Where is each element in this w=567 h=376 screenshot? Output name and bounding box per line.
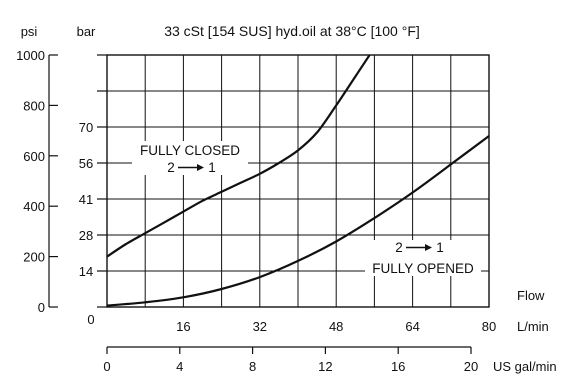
- x-origin-label: 0: [87, 312, 94, 327]
- psi-ticks: 0 200 400 600 800 1000: [16, 48, 58, 315]
- opened-arrowhead-icon: [425, 244, 432, 251]
- lpm-tick-label: 32: [253, 319, 267, 334]
- lpm-tick-label: 64: [405, 319, 419, 334]
- bar-tick-label: 14: [79, 264, 93, 279]
- psi-tick-label: 600: [23, 149, 45, 164]
- gpm-tick-label: 16: [391, 359, 405, 374]
- fully-closed-curve: [106, 54, 371, 258]
- opened-port-to: 1: [436, 240, 444, 255]
- bar-tick-label: 70: [79, 120, 93, 135]
- psi-unit-label: psi: [21, 24, 38, 39]
- closed-arrowhead-icon: [197, 164, 204, 171]
- closed-port-from: 2: [167, 160, 175, 175]
- bar-tick-label: 28: [79, 228, 93, 243]
- psi-tick-label: 400: [23, 199, 45, 214]
- fully-closed-label: FULLY CLOSED: [140, 143, 240, 158]
- lpm-tick-label: 16: [176, 319, 190, 334]
- lpm-tick-label: 80: [482, 319, 496, 334]
- bar-unit-label: bar: [77, 24, 96, 39]
- psi-tick-label: 0: [38, 300, 45, 315]
- psi-tick-label: 800: [23, 98, 45, 113]
- lpm-unit-label: L/min: [517, 319, 549, 334]
- flow-label: Flow: [517, 288, 545, 303]
- gpm-tick-label: 0: [103, 359, 110, 374]
- gpm-tick-label: 8: [249, 359, 256, 374]
- opened-port-from: 2: [395, 240, 403, 255]
- gpm-tick-label: 4: [176, 359, 183, 374]
- fully-opened-curve: [106, 135, 490, 307]
- bar-tick-label: 56: [79, 156, 93, 171]
- lpm-ticks: 16 32 48 64 80: [176, 319, 496, 334]
- chart-title: 33 cSt [154 SUS] hyd.oil at 38°C [100 °F…: [164, 23, 420, 39]
- bar-ticks: 14 28 41 56 70: [79, 54, 107, 308]
- gpm-unit-label: US gal/min: [493, 359, 557, 374]
- fully-opened-label: FULLY OPENED: [372, 261, 474, 276]
- gpm-tick-label: 12: [318, 359, 332, 374]
- lpm-tick-label: 48: [329, 319, 343, 334]
- closed-port-to: 1: [208, 160, 216, 175]
- gpm-tick-label: 20: [464, 359, 478, 374]
- bar-tick-label: 41: [79, 192, 93, 207]
- psi-tick-label: 200: [23, 250, 45, 265]
- plot-frame: [106, 54, 490, 308]
- gpm-ticks: 0 4 8 12 16 20: [103, 347, 478, 374]
- psi-tick-label: 1000: [16, 48, 45, 63]
- curves: [106, 54, 490, 307]
- opened-label-background: [365, 240, 481, 276]
- closed-label-background: [132, 141, 248, 175]
